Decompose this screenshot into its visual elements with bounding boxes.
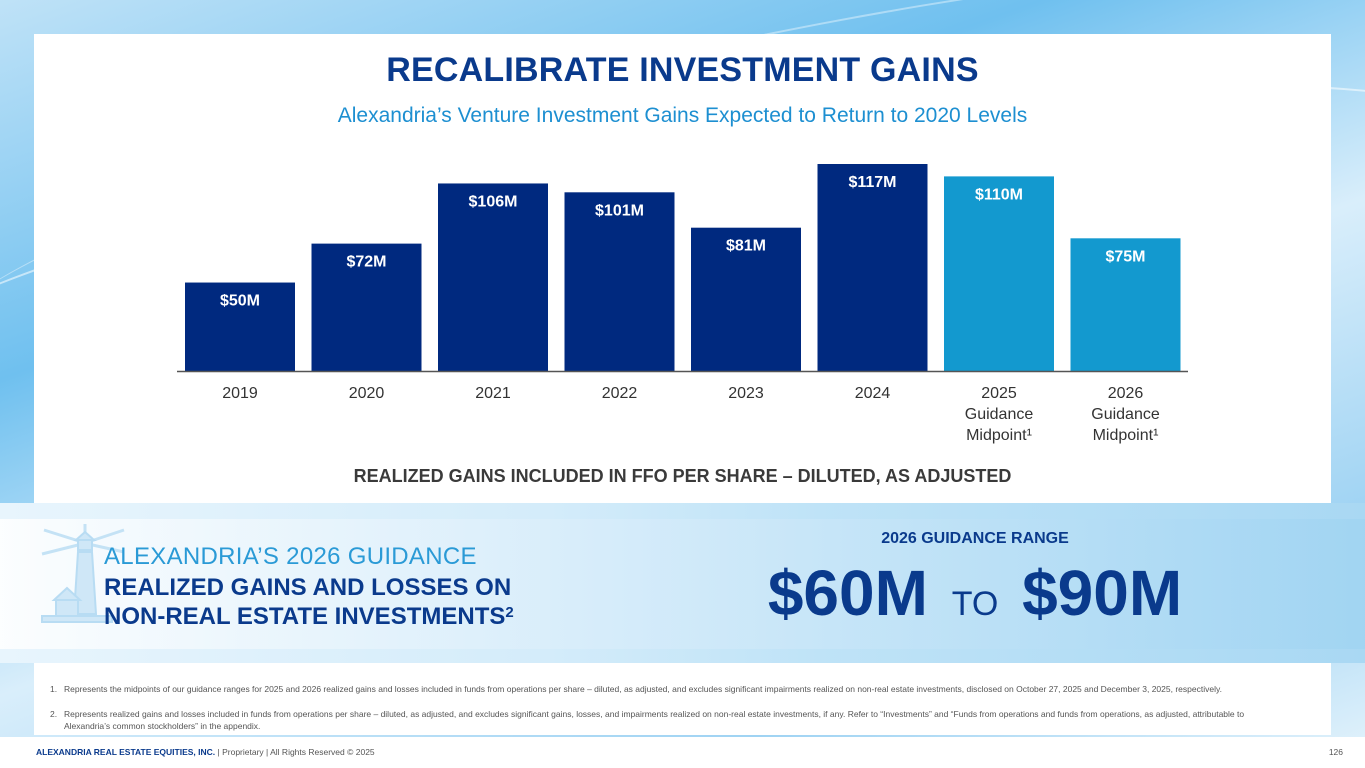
range-label: 2026 GUIDANCE RANGE: [881, 530, 1069, 547]
guidance-band: [0, 503, 1365, 663]
x-tick-label-5: 2024: [855, 385, 891, 402]
footer-rights: | Proprietary | All Rights Reserved © 20…: [215, 747, 375, 757]
x-tick-label-7: Guidance: [1091, 406, 1160, 423]
x-tick-label-6: Guidance: [965, 406, 1034, 423]
range-low: $60M: [767, 557, 928, 629]
lighthouse-icon: [41, 524, 125, 623]
range-high: $90M: [1022, 557, 1183, 629]
data-label-7: $75M: [1105, 248, 1145, 265]
guidance-metric-line2: NON-REAL ESTATE INVESTMENTS2: [104, 603, 514, 631]
chart-xlabel: REALIZED GAINS INCLUDED IN FFO PER SHARE…: [353, 466, 1012, 486]
footnote-1: 1. Represents the midpoints of our guidan…: [50, 683, 1254, 695]
data-label-0: $50M: [220, 293, 260, 310]
footnote-number: 2.: [50, 709, 58, 719]
data-label-4: $81M: [726, 238, 766, 255]
x-tick-label-1: 2020: [349, 385, 385, 402]
footnote-number: 1.: [50, 684, 58, 694]
range-to: TO: [951, 585, 999, 623]
bar-3: [564, 192, 675, 371]
bar-1: [311, 243, 422, 371]
bar-7: [1070, 238, 1181, 371]
x-tick-label-7: Midpoint¹: [1093, 427, 1159, 444]
footnote-text: Represents the midpoints of our guidance…: [64, 684, 1222, 694]
x-tick-label-4: 2023: [728, 385, 764, 402]
data-label-3: $101M: [595, 202, 644, 219]
x-tick-label-0: 2019: [222, 385, 258, 402]
bar-6: [944, 176, 1054, 371]
footer-company: ALEXANDRIA REAL ESTATE EQUITIES, INC.: [36, 747, 216, 757]
guidance-metric-line1: REALIZED GAINS AND LOSSES ON: [104, 574, 512, 601]
guidance-heading: ALEXANDRIA’S 2026 GUIDANCE: [104, 543, 477, 570]
bar-2: [438, 183, 548, 371]
data-label-1: $72M: [346, 254, 386, 271]
footnotes: 1. Represents the midpoints of our guidan…: [34, 663, 1331, 735]
x-tick-label-7: 2026: [1108, 385, 1144, 402]
footnote-text: Represents realized gains and losses inc…: [64, 709, 1245, 731]
footer: ALEXANDRIA REAL ESTATE EQUITIES, INC. | …: [0, 737, 1365, 768]
data-label-6: $110M: [975, 186, 1023, 203]
x-tick-label-6: 2025: [981, 385, 1017, 402]
guidance-metric-text: NON-REAL ESTATE INVESTMENTS: [104, 603, 506, 630]
data-label-5: $117M: [848, 174, 896, 191]
footnote-2: 2. Represents realized gains and losses i…: [50, 708, 1254, 732]
bar-0: [185, 282, 295, 371]
range-value: $60M TO $90M: [700, 556, 1250, 630]
footnote-marker: 2: [505, 604, 514, 621]
bar-4: [691, 227, 801, 371]
page-subtitle: Alexandria’s Venture Investment Gains Ex…: [337, 104, 1028, 127]
x-tick-label-6: Midpoint¹: [966, 427, 1032, 444]
data-label-2: $106M: [469, 193, 518, 210]
footer-copyright: ALEXANDRIA REAL ESTATE EQUITIES, INC. | …: [36, 747, 375, 757]
bar-5: [817, 164, 928, 371]
page-number: 126: [1328, 747, 1343, 757]
x-tick-label-2: 2021: [475, 385, 511, 402]
x-tick-label-3: 2022: [602, 385, 638, 402]
page-title: RECALIBRATE INVESTMENT GAINS: [386, 51, 979, 89]
